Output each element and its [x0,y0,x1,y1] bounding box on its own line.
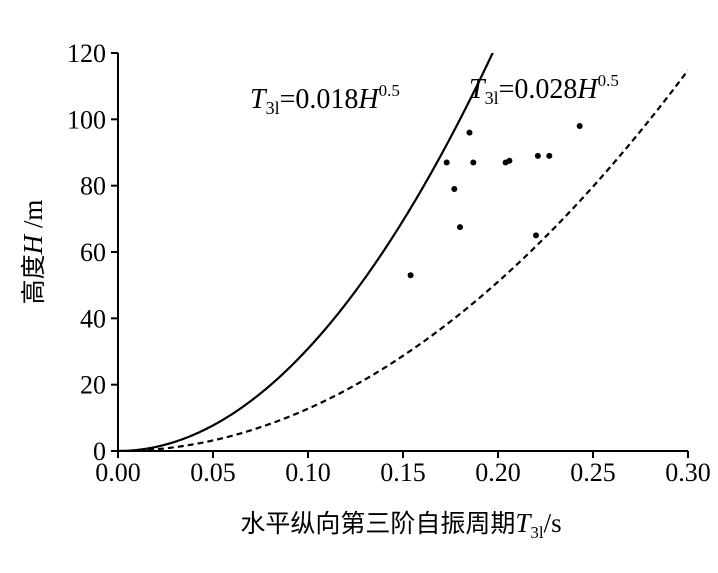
data-point [576,122,583,129]
y-tick-label: 40 [80,304,106,333]
data-point [506,157,513,164]
x-tick-label: 0.20 [475,458,521,487]
curve-1-line [118,53,494,451]
y-tick-label: 80 [80,172,106,201]
curve-2-line [118,69,688,451]
x-tick-label: 0.30 [665,458,711,487]
data-point [533,232,539,239]
data-point [546,152,553,159]
x-tick-label: 0.25 [570,458,616,487]
data-point [443,159,450,166]
y-axis-title: 高度H /m [18,200,48,305]
y-tick-label: 20 [80,371,106,400]
curve-label-1: T3l=0.018H0.5 [250,81,400,118]
y-tick-label: 60 [80,238,106,267]
x-tick-label: 0.05 [190,458,236,487]
data-point [470,159,477,166]
y-tick-label: 100 [67,105,106,134]
data-point [457,224,463,231]
x-axis-title: 水平纵向第三阶自振周期T3l/s [240,508,561,542]
data-point [534,152,541,159]
curve-label-2: T3l=0.028H0.5 [469,71,619,108]
data-point [451,185,458,192]
plot-area: 0.00 0.05 0.10 0.15 0.20 0.25 0.30 0 20 40 60 80 100… [67,39,711,487]
data-point [407,272,414,279]
y-tick-label: 120 [67,39,106,68]
data-point [466,129,473,136]
x-tick-label: 0.00 [95,458,141,487]
x-tick-label: 0.15 [380,458,426,487]
x-tick-label: 0.10 [285,458,331,487]
y-tick-label: 0 [93,437,106,466]
